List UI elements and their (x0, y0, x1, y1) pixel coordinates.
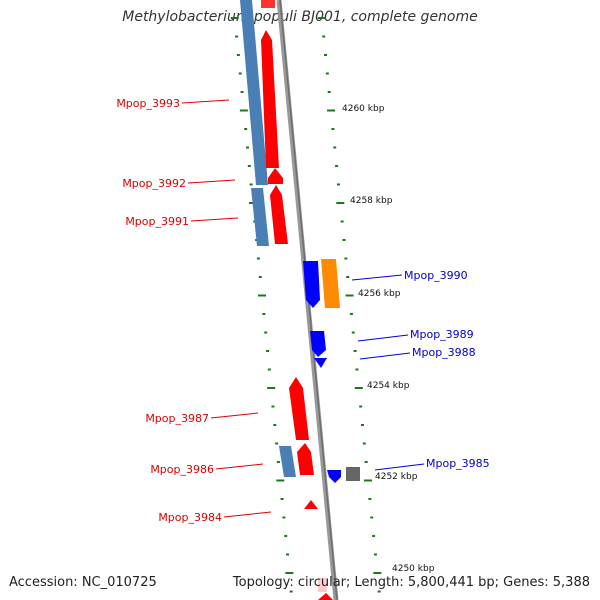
scale-label-4258: 4258 kbp (350, 196, 393, 206)
cds-forward-partial-top[interactable] (261, 0, 275, 8)
right-tick-marks (317, 17, 382, 593)
leader-line-3988 (359, 352, 411, 360)
cds-forward-3993[interactable] (261, 30, 279, 168)
cds-forward-partial-faded (318, 578, 327, 592)
feature-steel-3986[interactable] (279, 446, 296, 477)
gene-label-3993[interactable]: Mpop_3993 (116, 97, 180, 110)
left-tick-marks (230, 17, 294, 593)
scale-label-4260: 4260 kbp (342, 104, 385, 114)
gene-label-3988[interactable]: Mpop_3988 (412, 346, 476, 359)
leader-line-3989 (357, 334, 409, 342)
cds-forward-3987[interactable] (289, 377, 309, 440)
leader-line-3992 (187, 179, 236, 184)
leader-line-3985 (374, 463, 425, 471)
cds-forward-3984[interactable] (304, 500, 318, 509)
cds-reverse-3985[interactable] (327, 470, 341, 483)
cds-reverse-3989[interactable] (310, 331, 326, 357)
feature-orange-3990[interactable] (321, 259, 340, 308)
gene-label-3990[interactable]: Mpop_3990 (404, 269, 468, 282)
gene-label-3991[interactable]: Mpop_3991 (125, 215, 189, 228)
cds-forward-3991[interactable] (270, 185, 288, 244)
accession-text: Accession: NC_010725 (9, 575, 157, 590)
leader-line-3987 (210, 412, 259, 419)
scale-label-4254: 4254 kbp (367, 381, 410, 391)
feature-steel-3993[interactable] (240, 0, 268, 185)
leader-line-3991 (190, 217, 239, 222)
scale-label-4256: 4256 kbp (358, 289, 401, 299)
map-title: Methylobacterium populi BJ001, complete … (122, 9, 478, 25)
leader-line-3984 (223, 511, 272, 518)
feature-steel-3991[interactable] (251, 188, 269, 246)
scale-label-4250: 4250 kbp (392, 564, 435, 574)
gene-label-3984[interactable]: Mpop_3984 (158, 511, 222, 524)
feature-grey-3985[interactable] (346, 467, 360, 481)
cds-forward-3992[interactable] (268, 168, 283, 184)
cds-forward-partial-bottom[interactable] (318, 593, 333, 600)
scale-label-4252: 4252 kbp (375, 472, 418, 482)
cds-reverse-3988[interactable] (314, 358, 327, 368)
gene-label-3987[interactable]: Mpop_3987 (145, 412, 209, 425)
cds-reverse-3990[interactable] (303, 261, 320, 308)
gene-label-3989[interactable]: Mpop_3989 (410, 328, 474, 341)
genome-summary: Topology: circular; Length: 5,800,441 bp… (232, 575, 590, 590)
gene-label-3992[interactable]: Mpop_3992 (122, 177, 186, 190)
leader-line-3986 (215, 463, 264, 470)
cds-forward-3986[interactable] (297, 443, 314, 475)
gene-label-3985[interactable]: Mpop_3985 (426, 457, 490, 470)
gene-label-3986[interactable]: Mpop_3986 (150, 463, 214, 476)
leader-line-3990 (351, 274, 403, 281)
leader-line-3993 (181, 99, 230, 104)
